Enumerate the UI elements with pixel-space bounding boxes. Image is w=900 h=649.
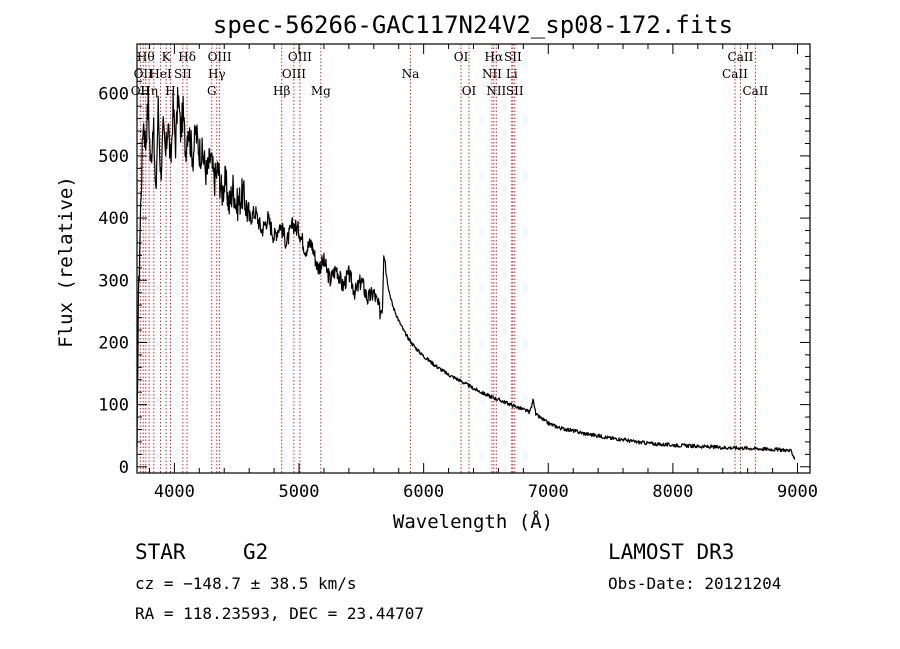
line-label-25: SII xyxy=(506,84,524,98)
line-label-19: OI xyxy=(462,84,477,98)
line-label-13: Hβ xyxy=(273,84,290,98)
x-tick-label-4: 8000 xyxy=(652,482,693,502)
spectral-line-markers xyxy=(139,44,756,473)
y-axis-label: Flux (relative) xyxy=(55,176,77,348)
line-label-27: CaII xyxy=(728,50,754,64)
y-tick-label-1: 100 xyxy=(98,396,129,416)
redshift-velocity: cz = −148.7 ± 38.5 km/s xyxy=(135,574,357,593)
line-label-9: Hδ xyxy=(178,50,196,64)
line-label-2: Hθ xyxy=(137,50,155,64)
plot-axes xyxy=(136,43,811,474)
line-label-16: Mg xyxy=(311,84,331,98)
x-tick-label-1: 5000 xyxy=(279,482,320,502)
chart-title: spec-56266-GAC117N24V2_sp08-172.fits xyxy=(213,11,733,39)
survey-name: LAMOST DR3 xyxy=(608,540,735,564)
line-label-21: Hα xyxy=(485,50,504,64)
line-label-24: SII xyxy=(504,50,522,64)
line-label-14: OIII xyxy=(282,67,306,81)
object-class: STAR xyxy=(135,540,186,564)
line-label-3: Hη xyxy=(140,84,158,98)
coordinates: RA = 118.23593, DEC = 23.44707 xyxy=(135,604,424,623)
line-label-26: CaII xyxy=(722,67,748,81)
spectral-line-labels: OII OII Hθ Hη HeI K H SII Hδ G Hγ OIII Hβ OIII OIII Mg N… xyxy=(131,50,769,98)
line-label-1: OII xyxy=(134,67,154,81)
observation-date: Obs-Date: 20121204 xyxy=(608,574,782,593)
x-tick-label-2: 6000 xyxy=(403,482,444,502)
y-tick-label-6: 600 xyxy=(98,85,129,105)
line-label-10: G xyxy=(207,84,217,98)
x-axis-label: Wavelength (Å) xyxy=(393,510,553,533)
y-tick-label-0: 0 xyxy=(119,458,129,478)
line-label-7: H xyxy=(165,84,175,98)
flux-series-line xyxy=(136,86,796,460)
line-label-18: OI xyxy=(454,50,469,64)
line-label-20: NII xyxy=(482,67,502,81)
y-tick-label-5: 500 xyxy=(98,147,129,167)
line-label-17: Na xyxy=(402,67,420,81)
line-label-6: K xyxy=(162,50,172,64)
line-label-0: OII xyxy=(131,84,151,98)
line-label-12: OIII xyxy=(208,50,232,64)
y-tick-label-2: 200 xyxy=(98,333,129,353)
x-tick-label-5: 9000 xyxy=(777,482,818,502)
line-label-22: NII xyxy=(486,84,506,98)
line-label-15: OIII xyxy=(288,50,312,64)
line-label-23: Li xyxy=(506,67,518,81)
line-label-5: HeI xyxy=(149,67,172,81)
plot-frame xyxy=(136,43,811,474)
axis-ticks: 4000 5000 6000 7000 8000 9000 0 100 200 300 400 500… xyxy=(98,44,818,502)
x-tick-label-0: 4000 xyxy=(154,482,195,502)
line-label-28: CaII xyxy=(742,84,768,98)
line-label-8: SII xyxy=(174,67,192,81)
y-tick-label-4: 400 xyxy=(98,209,129,229)
y-tick-label-3: 300 xyxy=(98,271,129,291)
object-subclass: G2 xyxy=(243,540,269,564)
x-tick-label-3: 7000 xyxy=(528,482,569,502)
line-label-11: Hγ xyxy=(208,67,226,81)
